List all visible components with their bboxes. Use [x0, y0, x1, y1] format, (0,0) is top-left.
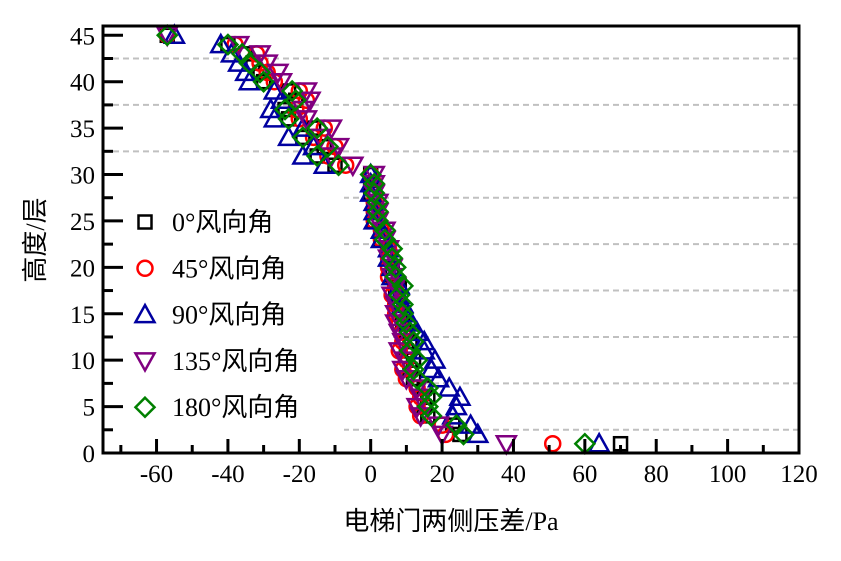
square-marker	[295, 129, 311, 146]
legend-item: 0°风向角	[137, 208, 273, 237]
y-axis-label: 高度/层	[21, 197, 50, 282]
data-points	[155, 23, 629, 456]
triangle-up-marker	[209, 32, 233, 54]
y-tick-label: 5	[83, 395, 96, 422]
x-tick-label: -40	[211, 461, 244, 488]
diamond-marker	[216, 33, 240, 56]
diamond-marker	[230, 42, 254, 66]
diamond-marker	[373, 228, 397, 251]
y-tick-label: 35	[70, 116, 95, 143]
x-tick-label: -60	[140, 461, 173, 488]
diamond-marker	[366, 209, 390, 233]
diamond-marker	[380, 237, 404, 261]
diamond-marker	[155, 24, 179, 47]
legend-item: 45°风向角	[136, 254, 286, 283]
triangle-down-marker	[326, 137, 351, 159]
y-tick-label: 40	[70, 70, 95, 97]
legend: 0°风向角 45°风向角 90°风向角 135°风向角 180°风向角	[133, 208, 299, 422]
diamond-marker	[280, 79, 304, 103]
diamond-marker	[327, 153, 350, 177]
x-axis-label: 电梯门两侧压差/Pa	[343, 507, 559, 536]
y-tick-label: 20	[70, 255, 95, 282]
diamond-marker	[391, 302, 415, 326]
diamond-marker	[291, 126, 315, 149]
diamond-marker	[133, 395, 157, 419]
legend-item: 135°风向角	[133, 347, 299, 376]
x-tick-label: 100	[709, 461, 747, 488]
y-tick-label: 10	[70, 348, 95, 375]
triangle-up-marker	[262, 78, 286, 100]
triangle-down-marker	[266, 63, 290, 85]
circle-marker	[136, 259, 154, 278]
y-tick-label: 0	[83, 441, 96, 468]
diamond-marker	[316, 135, 340, 158]
diamond-marker	[445, 413, 468, 437]
x-tick-label: -20	[283, 461, 316, 488]
triangle-down-marker	[362, 175, 386, 196]
square-marker	[137, 214, 153, 230]
triangle-down-marker	[366, 202, 390, 224]
square-marker	[255, 73, 272, 90]
diamond-marker	[452, 423, 475, 446]
x-tick-label: 80	[644, 461, 669, 488]
triangle-down-marker	[133, 352, 157, 373]
series-diamond	[155, 24, 597, 455]
plot-frame	[101, 24, 801, 455]
diamond-marker	[359, 163, 382, 186]
triangle-down-marker	[248, 45, 272, 66]
diamond-marker	[373, 218, 397, 242]
circle-marker	[543, 434, 562, 453]
x-tick-label: 20	[430, 461, 455, 488]
x-tick-label: 120	[780, 461, 818, 488]
y-tick-label: 25	[70, 209, 95, 236]
triangle-down-marker	[405, 379, 429, 401]
triangle-up-marker	[133, 302, 157, 324]
square-marker	[277, 101, 293, 118]
triangle-down-marker	[494, 434, 518, 456]
y-tick-label: 30	[70, 163, 95, 190]
y-tick-label: 45	[70, 23, 95, 50]
diamond-marker	[305, 116, 329, 140]
diamond-marker	[391, 274, 415, 298]
diamond-marker	[362, 181, 386, 205]
legend-item: 90°风向角	[133, 301, 286, 330]
x-tick-label: 60	[572, 461, 597, 488]
legend-label: 135°风向角	[172, 347, 299, 376]
legend-label: 45°风向角	[172, 254, 286, 283]
x-tick-label: 0	[364, 461, 377, 488]
triangle-down-marker	[155, 26, 179, 48]
triangle-up-marker	[162, 23, 187, 45]
legend-label: 180°风向角	[172, 393, 299, 422]
legend-label: 90°风向角	[172, 301, 286, 330]
y-tick-label: 15	[70, 302, 95, 329]
axes: -60 -40 -20 0 20 40 60 80 100 120 0 5 10 15 20 25 30 35 40…	[70, 23, 818, 488]
legend-item: 180°风向角	[133, 393, 299, 422]
diamond-marker	[405, 348, 429, 372]
diamond-marker	[238, 51, 261, 75]
triangle-up-marker	[359, 162, 383, 184]
x-tick-label: 40	[501, 461, 526, 488]
diamond-marker	[380, 246, 404, 270]
legend-label: 0°风向角	[172, 208, 273, 237]
diamond-marker	[384, 265, 407, 288]
diamond-marker	[366, 200, 390, 223]
